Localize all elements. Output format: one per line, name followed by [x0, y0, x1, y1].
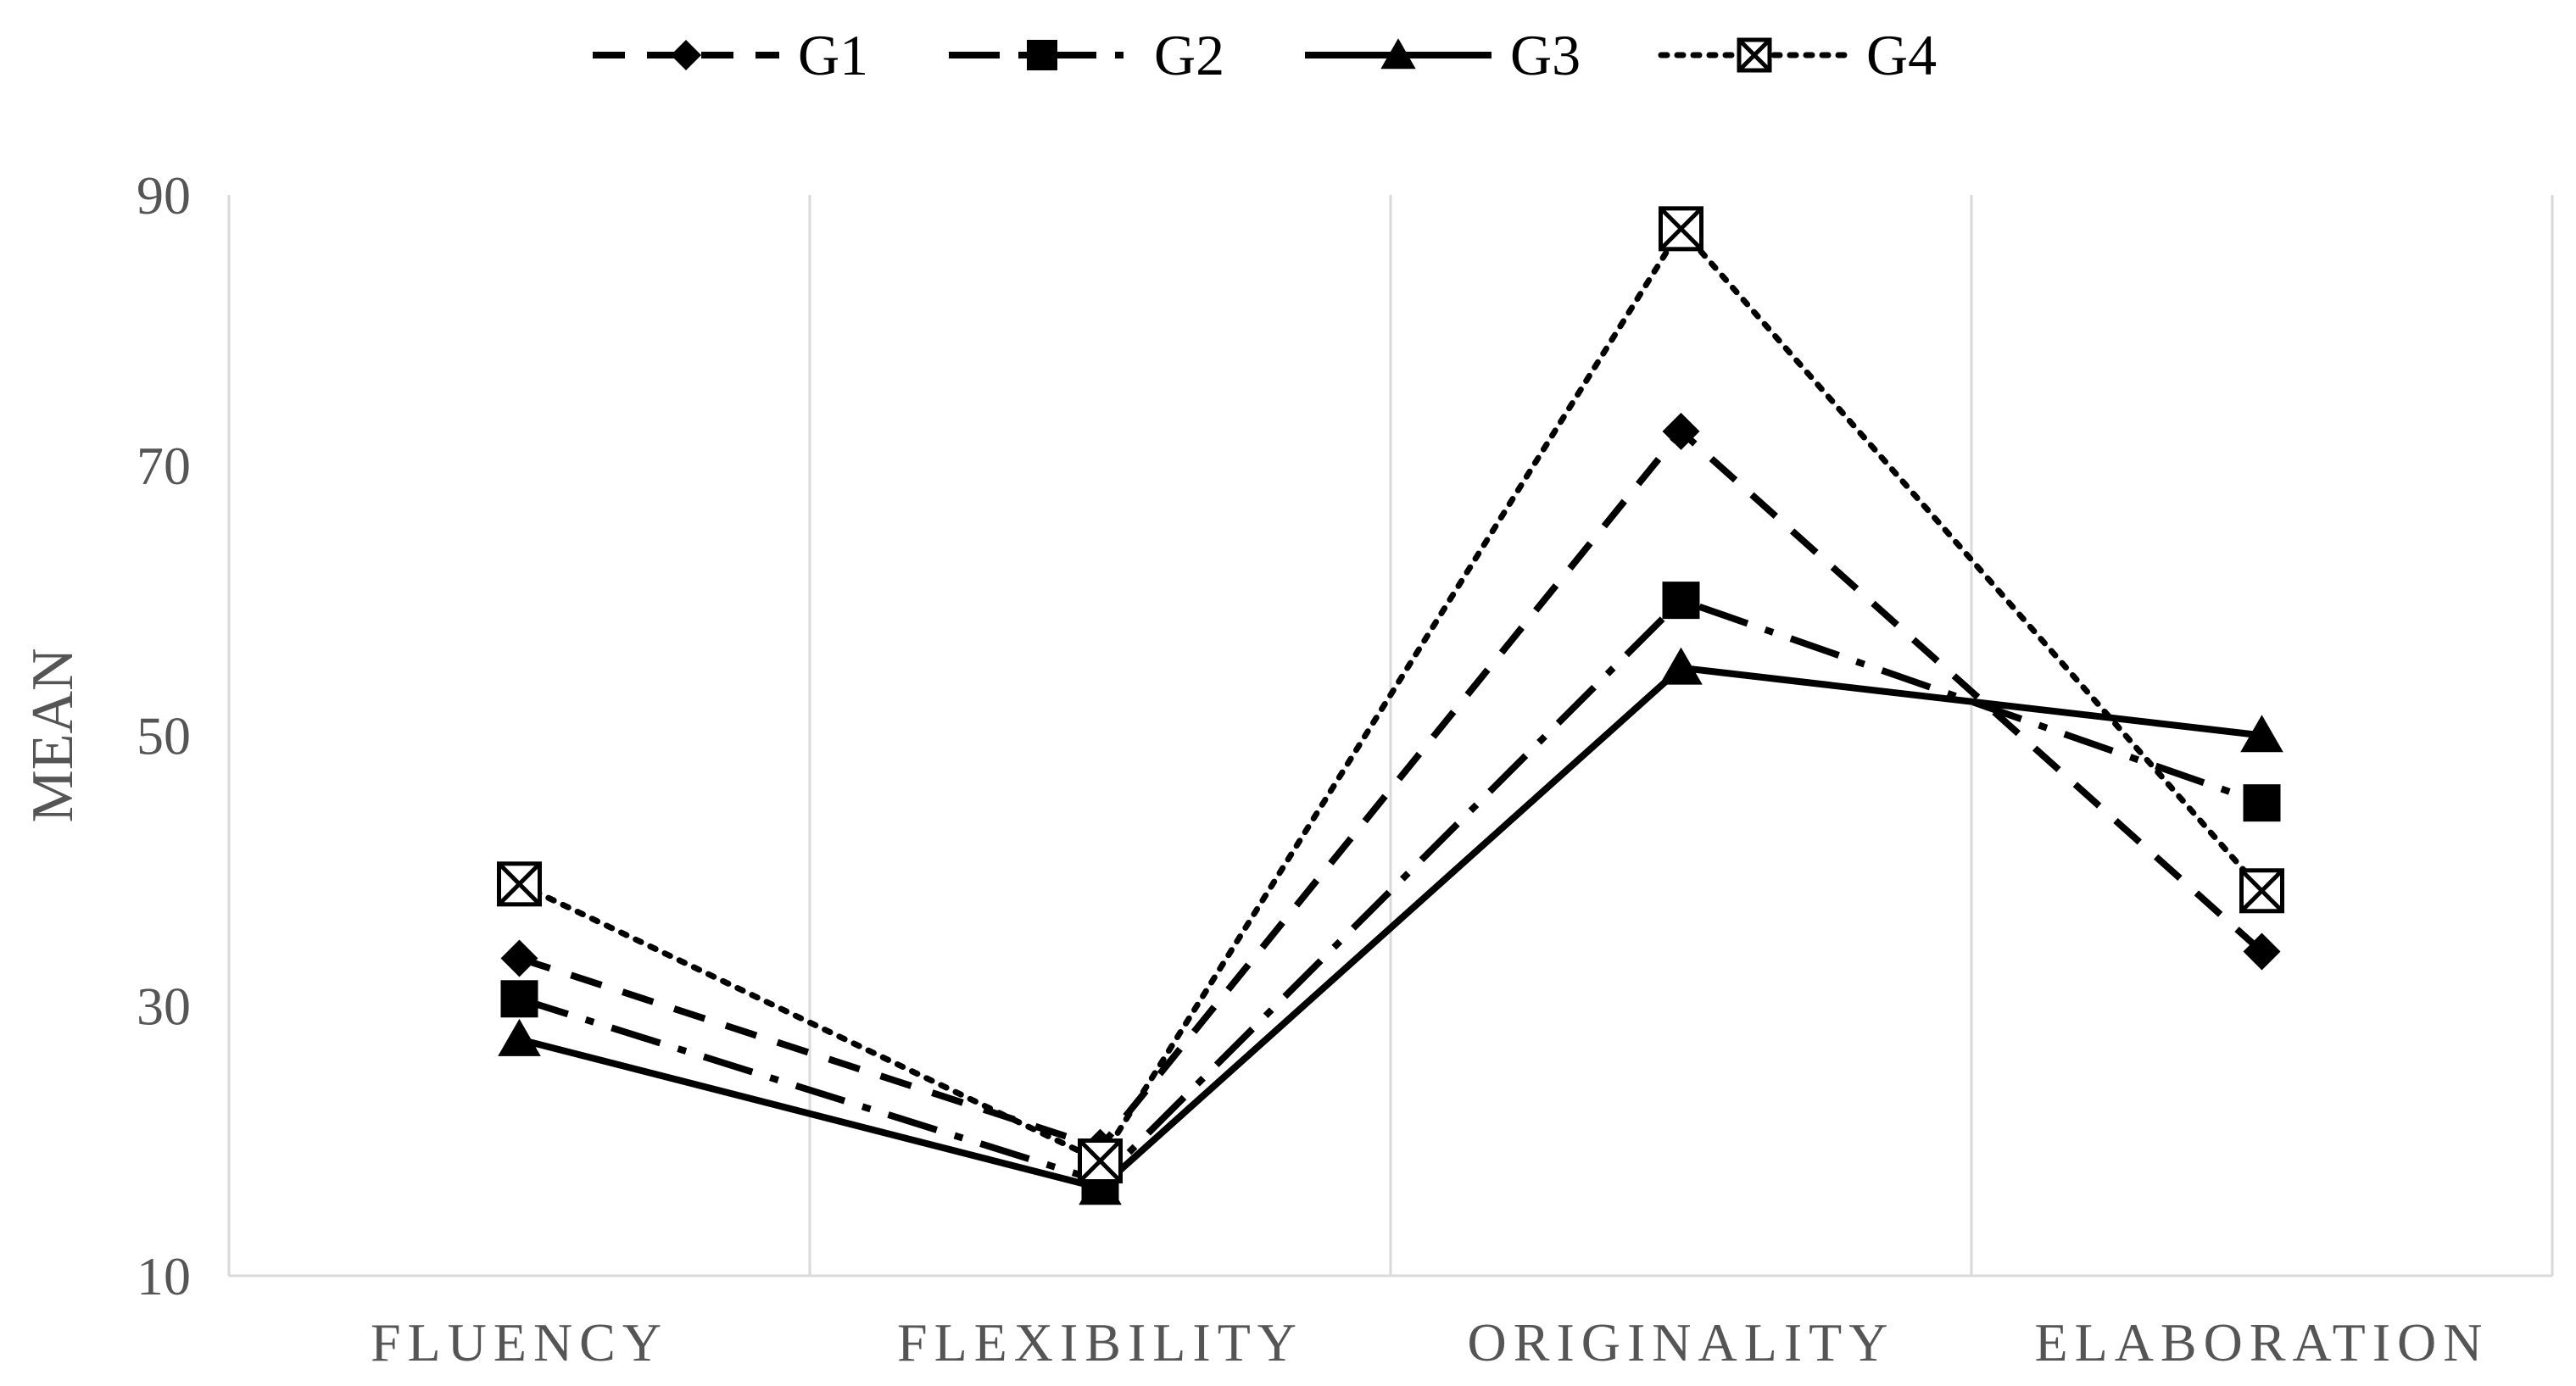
legend-item-g4: G4 [1658, 23, 1937, 87]
series-layer [497, 206, 2284, 1205]
marker-diamond [2243, 932, 2281, 971]
legend-item-g2: G2 [949, 23, 1224, 87]
legend-label: G3 [1510, 23, 1581, 87]
marker-boxed-x [1659, 206, 1703, 252]
marker-boxed-x [1737, 37, 1772, 73]
marker-triangle [1380, 38, 1416, 70]
marker-square [500, 980, 538, 1018]
marker-cross [2239, 869, 2284, 913]
marker-square [1662, 582, 1700, 620]
legend-label: G1 [798, 23, 868, 87]
legend-label: G2 [1154, 23, 1224, 87]
marker-triangle [1659, 647, 1703, 685]
series-line [518, 664, 2262, 1192]
series-g4 [497, 206, 2284, 1184]
x-category-label: ORIGINALITY [1468, 1312, 1895, 1372]
y-tick-label: 70 [137, 436, 191, 496]
legend: G1 G2 G3 G4 [593, 23, 1937, 87]
x-category-label: FLUENCY [371, 1312, 668, 1372]
marker-diamond [1662, 412, 1700, 450]
marker-cross [1659, 207, 1703, 251]
marker-triangle [2240, 715, 2283, 753]
series-line [518, 427, 2265, 1151]
legend-item-g3: G3 [1305, 23, 1581, 87]
legend-item-g1: G1 [593, 23, 868, 87]
marker-boxed-x [497, 861, 542, 907]
marker-square [2243, 784, 2281, 822]
marker-triangle [1079, 1167, 1122, 1205]
marker-diamond [671, 40, 701, 70]
legend-label: G4 [1866, 23, 1937, 87]
marker-triangle [498, 1018, 541, 1056]
series-g3 [498, 647, 2283, 1205]
marker-square [1027, 40, 1057, 70]
y-tick-label: 30 [137, 976, 191, 1036]
axis-layer: 10 30 50 70 90 FLUENCY FLEXIBILITY ORIGINALITY E… [20, 165, 2552, 1372]
y-axis-title: MEAN [20, 648, 86, 822]
y-tick-label: 10 [137, 1246, 191, 1306]
grid-layer [227, 195, 2554, 1276]
y-tick-label: 90 [137, 165, 191, 225]
series-line [516, 225, 2265, 1165]
y-tick-label: 50 [137, 706, 191, 766]
marker-diamond [500, 939, 538, 977]
marker-boxed-x [1078, 1138, 1123, 1184]
series-line [518, 597, 2263, 1185]
marker-boxed-x [2239, 868, 2284, 914]
marker-cross [497, 862, 542, 906]
x-category-label: ELABORATION [2035, 1312, 2490, 1372]
marker-cross [1737, 38, 1771, 72]
x-category-label: FLEXIBILITY [897, 1312, 1303, 1372]
marker-cross [1078, 1138, 1123, 1183]
